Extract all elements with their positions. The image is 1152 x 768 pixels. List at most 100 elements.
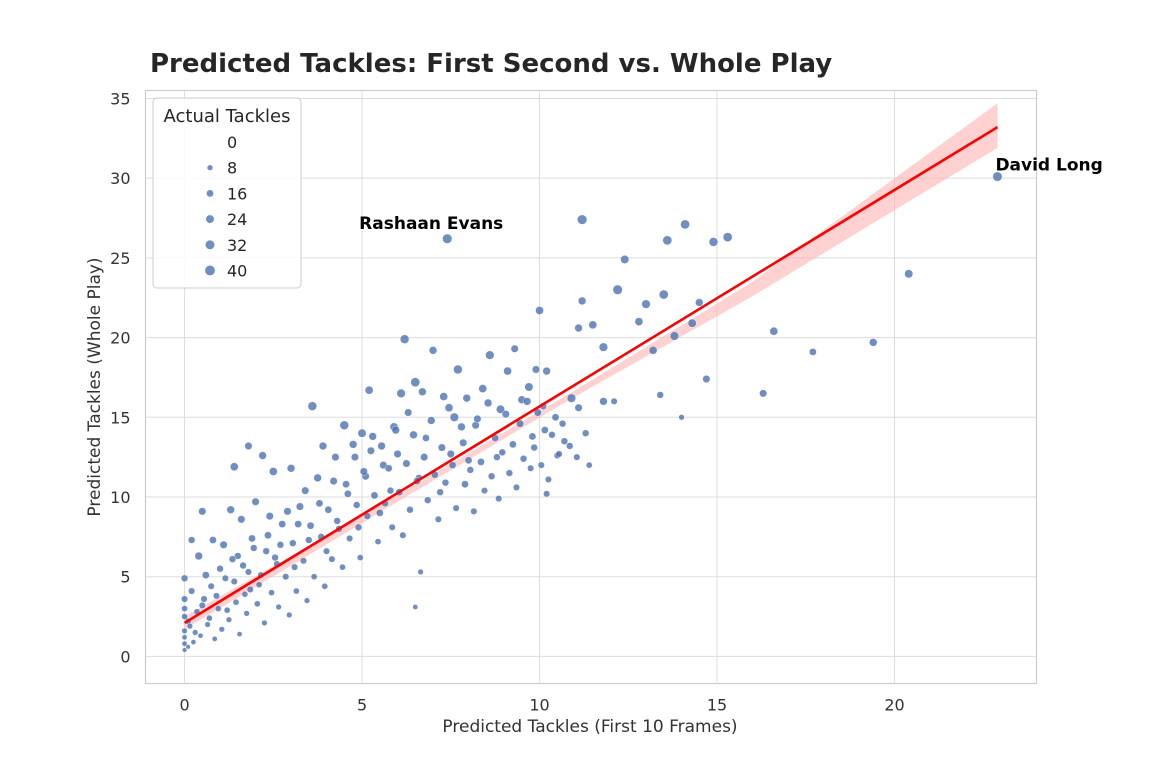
- data-point: [181, 613, 188, 620]
- data-point: [375, 509, 384, 517]
- data-point: [303, 597, 311, 604]
- data-point: [353, 501, 361, 509]
- data-point: [255, 581, 263, 588]
- confidence-band: [184, 103, 998, 630]
- data-point: [437, 443, 446, 452]
- data-point: [418, 387, 427, 396]
- data-point: [441, 479, 450, 487]
- data-point: [350, 453, 359, 462]
- data-point: [509, 440, 517, 449]
- size-legend: Actual Tackles 0 8 16 24 32 40: [152, 97, 302, 289]
- x-tick-label: 20: [884, 696, 904, 715]
- data-point: [286, 464, 296, 473]
- data-point: [228, 555, 237, 563]
- data-point: [391, 425, 400, 435]
- data-point: [612, 284, 623, 295]
- data-point: [687, 318, 697, 328]
- data-point: [462, 394, 471, 403]
- data-point: [496, 404, 505, 414]
- y-tick-label: 15: [110, 408, 130, 427]
- data-point: [410, 377, 421, 387]
- data-point: [620, 255, 630, 264]
- data-point: [402, 459, 411, 468]
- data-point: [194, 551, 203, 561]
- data-point: [532, 365, 540, 374]
- data-point: [377, 441, 386, 451]
- x-tick-label: 5: [357, 696, 367, 715]
- data-point: [181, 595, 188, 603]
- data-point: [498, 448, 506, 456]
- data-point: [282, 573, 290, 581]
- data-point: [428, 346, 438, 355]
- data-point: [215, 605, 222, 612]
- data-point: [293, 587, 300, 595]
- data-point: [424, 496, 432, 504]
- data-point: [204, 621, 211, 628]
- data-point: [809, 348, 817, 356]
- data-point: [181, 627, 188, 634]
- data-point: [420, 453, 429, 462]
- annotations: David Long Rashaan Evans: [359, 156, 1103, 234]
- data-point: [289, 539, 297, 547]
- data-point: [422, 434, 430, 442]
- legend-title: Actual Tackles: [164, 106, 291, 127]
- data-point: [446, 449, 455, 458]
- data-point: [226, 505, 235, 514]
- data-point: [323, 547, 330, 555]
- data-point: [399, 531, 407, 539]
- data-point: [366, 446, 375, 455]
- data-point: [404, 408, 413, 417]
- data-point: [406, 506, 414, 514]
- data-point: [200, 595, 208, 603]
- data-point: [251, 497, 260, 506]
- data-point: [527, 464, 535, 472]
- annotation-label: Rashaan Evans: [359, 214, 503, 234]
- data-point: [574, 403, 583, 412]
- data-point: [495, 495, 503, 503]
- data-point: [535, 306, 544, 315]
- confidence-band-area: [184, 103, 998, 630]
- data-point: [295, 502, 304, 511]
- data-point: [551, 413, 560, 422]
- data-point: [522, 397, 532, 406]
- data-point: [218, 626, 225, 633]
- data-point: [278, 520, 286, 528]
- data-point: [461, 480, 469, 489]
- y-tick-label: 35: [110, 89, 130, 108]
- data-point: [225, 616, 232, 623]
- data-point: [537, 461, 545, 469]
- data-point: [659, 289, 669, 300]
- data-point: [519, 455, 528, 463]
- data-point: [412, 604, 419, 610]
- data-point: [449, 412, 459, 422]
- data-point: [223, 606, 231, 614]
- data-point: [541, 426, 549, 434]
- data-point: [368, 432, 377, 441]
- data-point: [261, 619, 268, 626]
- data-point: [510, 344, 519, 353]
- data-point: [306, 521, 315, 530]
- data-point: [516, 419, 524, 428]
- annotation-label: David Long: [995, 156, 1102, 176]
- data-point: [216, 565, 224, 573]
- legend-marker: [206, 189, 214, 198]
- data-point: [283, 507, 292, 516]
- data-point: [610, 397, 618, 405]
- data-point: [236, 631, 243, 637]
- data-point: [202, 571, 210, 579]
- y-tick-label: 0: [120, 647, 130, 666]
- data-point: [301, 486, 310, 495]
- data-point: [513, 483, 520, 491]
- legend-label: 40: [227, 262, 247, 281]
- data-point: [250, 544, 258, 552]
- data-point: [417, 568, 424, 575]
- data-point: [219, 540, 228, 549]
- data-point: [464, 456, 473, 465]
- data-point: [181, 605, 188, 612]
- legend-label: 32: [227, 236, 247, 255]
- chart-title: Predicted Tackles: First Second vs. Whol…: [150, 49, 832, 79]
- data-point: [276, 541, 285, 549]
- data-point: [457, 422, 466, 431]
- data-point: [459, 438, 468, 447]
